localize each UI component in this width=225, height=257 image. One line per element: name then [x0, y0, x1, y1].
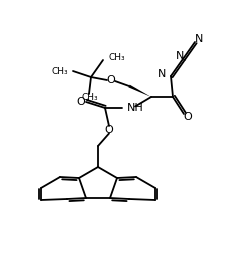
Text: N: N: [157, 69, 165, 79]
Text: O: O: [183, 112, 191, 122]
Text: N: N: [194, 34, 202, 44]
Text: O: O: [104, 125, 113, 135]
Text: CH₃: CH₃: [51, 67, 68, 76]
Text: CH₃: CH₃: [81, 94, 98, 103]
Text: CH₃: CH₃: [108, 52, 125, 61]
Text: O: O: [76, 97, 85, 107]
Text: NH: NH: [126, 103, 143, 113]
Polygon shape: [128, 85, 150, 97]
Text: N: N: [175, 51, 183, 61]
Text: O: O: [106, 75, 115, 85]
